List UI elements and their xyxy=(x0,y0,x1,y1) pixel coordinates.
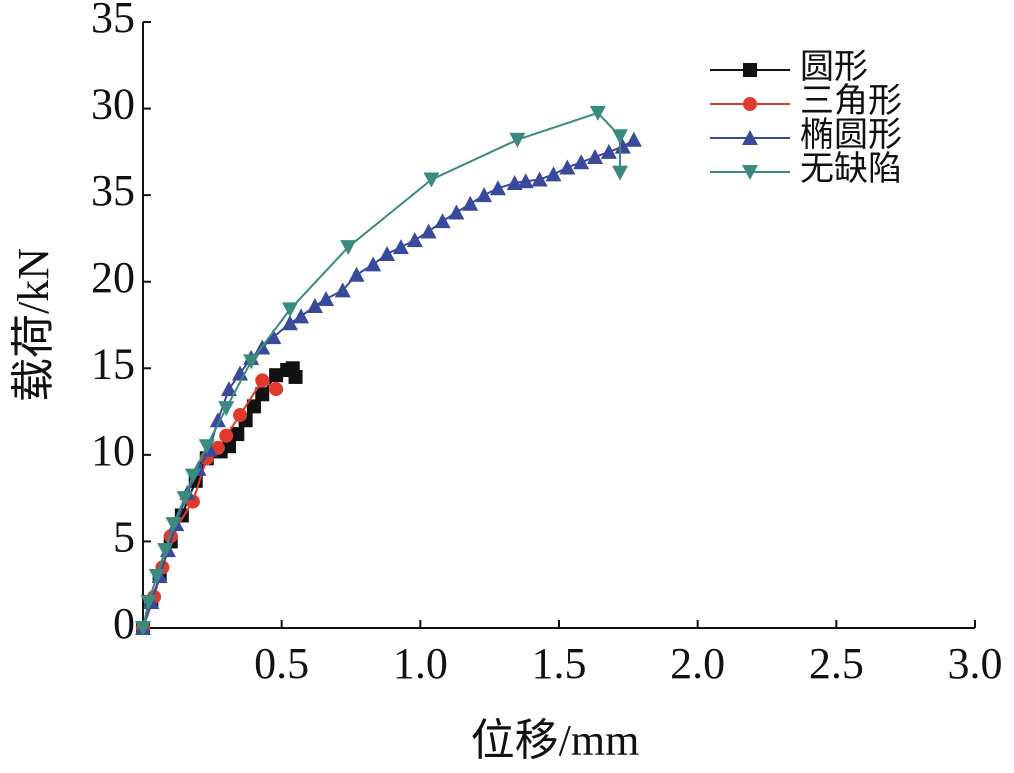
x-tick-label: 2.0 xyxy=(670,639,725,688)
marker xyxy=(230,427,245,442)
marker xyxy=(392,239,409,255)
marker xyxy=(246,399,261,414)
marker xyxy=(243,354,260,370)
marker xyxy=(587,149,604,165)
y-tick-label: 35 xyxy=(91,0,135,42)
marker xyxy=(448,204,465,220)
x-tick-label: 3.0 xyxy=(948,639,1003,688)
marker xyxy=(531,171,548,187)
legend-marker xyxy=(742,165,758,180)
legend-label: 椭圆形 xyxy=(800,117,902,154)
marker xyxy=(318,291,335,307)
x-tick-label: 2.5 xyxy=(809,639,864,688)
legend-label: 无缺陷 xyxy=(800,150,902,188)
x-tick-label: 1.0 xyxy=(393,639,448,688)
marker xyxy=(573,154,590,170)
marker xyxy=(293,308,310,324)
series-line xyxy=(142,367,297,629)
marker xyxy=(265,329,282,345)
marker xyxy=(219,428,234,443)
marker xyxy=(255,387,270,402)
marker xyxy=(489,180,506,196)
marker xyxy=(218,401,235,417)
marker xyxy=(198,439,215,455)
y-tick-label: 15 xyxy=(91,339,135,388)
marker xyxy=(365,256,382,272)
marker xyxy=(281,315,298,331)
marker xyxy=(140,595,157,611)
marker xyxy=(334,282,351,298)
marker xyxy=(201,441,218,457)
marker xyxy=(589,105,606,121)
marker xyxy=(612,129,629,145)
marker xyxy=(340,240,357,256)
legend-marker xyxy=(742,130,758,145)
marker xyxy=(209,412,226,428)
marker xyxy=(625,131,642,147)
legend-marker xyxy=(743,97,757,111)
marker xyxy=(614,138,631,154)
marker xyxy=(233,408,248,423)
marker xyxy=(306,297,323,313)
marker xyxy=(269,368,284,383)
y-tick-label: 35 xyxy=(91,166,135,215)
marker xyxy=(462,195,479,211)
marker xyxy=(406,232,423,248)
marker xyxy=(176,491,193,507)
series-line xyxy=(142,379,277,629)
series-line xyxy=(142,111,622,629)
marker xyxy=(220,381,237,397)
marker xyxy=(269,382,284,397)
x-axis-label: 位移/mm xyxy=(471,716,640,765)
marker xyxy=(506,175,523,191)
marker xyxy=(255,373,270,388)
marker xyxy=(559,159,576,175)
x-tick-label: 1.5 xyxy=(532,639,587,688)
x-tick-label: 0.5 xyxy=(254,639,309,688)
marker xyxy=(476,187,493,203)
legend-label: 三角形 xyxy=(800,82,902,120)
y-tick-label: 10 xyxy=(91,426,135,475)
marker xyxy=(612,165,629,181)
y-tick-label: 5 xyxy=(113,513,135,562)
marker xyxy=(288,369,303,384)
series-line xyxy=(142,138,635,629)
y-axis-label: 载荷/kN xyxy=(9,248,58,402)
marker xyxy=(545,166,562,182)
marker xyxy=(281,302,298,318)
marker xyxy=(509,132,526,148)
y-tick-label: 0 xyxy=(113,599,135,648)
marker xyxy=(600,143,617,159)
marker xyxy=(348,266,365,282)
y-tick-label: 30 xyxy=(91,80,135,129)
marker xyxy=(135,621,151,636)
marker xyxy=(157,543,174,559)
marker xyxy=(420,223,437,239)
marker xyxy=(148,569,165,585)
marker xyxy=(517,173,534,189)
y-tick-label: 20 xyxy=(91,253,135,302)
legend-label: 圆形 xyxy=(800,49,868,86)
marker xyxy=(165,517,182,533)
legend-marker xyxy=(743,63,757,77)
marker xyxy=(434,213,451,229)
marker xyxy=(184,468,201,484)
marker xyxy=(423,172,440,188)
marker xyxy=(379,246,396,262)
